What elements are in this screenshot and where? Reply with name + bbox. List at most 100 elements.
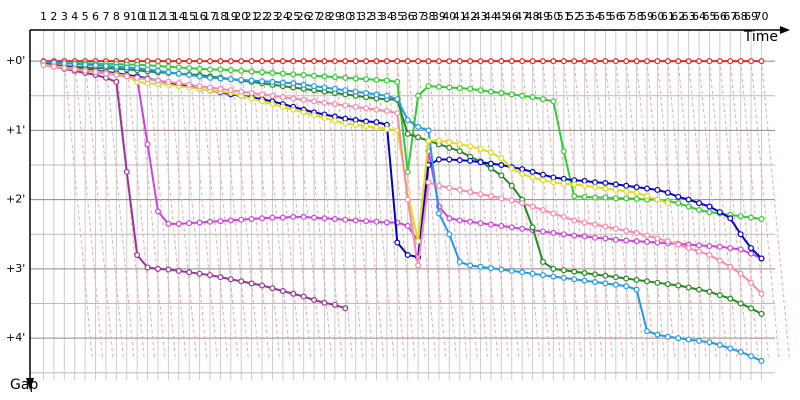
lap-point <box>467 262 474 269</box>
lap-point <box>404 58 411 65</box>
lap-point <box>300 96 307 103</box>
lap-guide <box>115 61 145 361</box>
lap-point <box>623 283 630 290</box>
lap-point <box>748 214 755 221</box>
x-tick-label: 37 <box>411 10 425 23</box>
lap-point <box>591 221 598 228</box>
lap-point <box>165 58 172 65</box>
x-tick-label: 67 <box>723 10 737 23</box>
x-tick-label: 31 <box>349 10 363 23</box>
lap-guide <box>63 61 93 361</box>
lap-point <box>571 232 578 239</box>
lap-point <box>748 245 755 252</box>
lap-point <box>529 168 536 175</box>
lap-point <box>404 116 411 123</box>
x-tick-label: 27 <box>307 10 321 23</box>
lap-point <box>40 62 47 69</box>
lap-point <box>654 279 661 286</box>
lap-point <box>591 184 598 191</box>
x-tick-label: 21 <box>245 10 259 23</box>
lap-point <box>581 58 588 65</box>
lap-point <box>217 218 224 225</box>
lap-point <box>165 69 172 76</box>
lap-point <box>477 159 484 166</box>
lap-guide <box>209 61 239 361</box>
lap-point <box>373 218 380 225</box>
lap-guide <box>303 61 333 361</box>
lap-point <box>248 77 255 84</box>
x-tick-label: 51 <box>557 10 571 23</box>
lap-point <box>352 58 359 65</box>
x-tick-label: 26 <box>297 10 311 23</box>
x-tick-label: 45 <box>494 10 508 23</box>
lap-point <box>186 220 193 227</box>
lap-guide <box>74 61 104 361</box>
lap-point <box>456 217 463 224</box>
lap-point <box>550 98 557 105</box>
lap-point <box>248 89 255 96</box>
lap-point <box>612 225 619 232</box>
lap-point <box>581 270 588 277</box>
y-tick-label: +0' <box>6 54 25 67</box>
lap-guide <box>323 61 353 361</box>
x-tick-label: 64 <box>692 10 706 23</box>
x-tick-label: 62 <box>671 10 685 23</box>
lap-point <box>321 114 328 121</box>
lap-point <box>321 58 328 65</box>
lap-point <box>758 58 765 65</box>
lap-point <box>748 353 755 360</box>
lap-point <box>581 182 588 189</box>
lap-point <box>727 245 734 252</box>
lap-point <box>196 65 203 72</box>
lap-guide <box>313 61 343 361</box>
lap-point <box>61 65 68 72</box>
x-tick-label: 4 <box>71 10 78 23</box>
lap-point <box>446 139 453 146</box>
lap-point <box>498 89 505 96</box>
lap-point <box>196 219 203 226</box>
lap-point <box>269 69 276 76</box>
lap-guide <box>667 61 697 361</box>
lap-guide <box>625 61 655 361</box>
lap-point <box>519 200 526 207</box>
lap-point <box>300 213 307 220</box>
lap-point <box>539 96 546 103</box>
lap-guide <box>167 61 197 361</box>
lap-point <box>217 274 224 281</box>
lap-guide <box>521 61 551 361</box>
lap-point <box>425 58 432 65</box>
x-tick-label: 65 <box>702 10 716 23</box>
lap-point <box>248 216 255 223</box>
lap-point <box>539 228 546 235</box>
lap-point <box>279 70 286 77</box>
lap-point <box>311 112 318 119</box>
lap-point <box>50 63 57 70</box>
lap-point <box>539 171 546 178</box>
lap-point <box>685 58 692 65</box>
lap-point <box>633 58 640 65</box>
lap-point <box>675 58 682 65</box>
lap-point <box>342 120 349 127</box>
x-tick-label: 42 <box>463 10 477 23</box>
lap-point <box>571 58 578 65</box>
lap-point <box>560 148 567 155</box>
x-tick-label: 22 <box>255 10 269 23</box>
lap-point <box>487 88 494 95</box>
lap-point <box>383 58 390 65</box>
lap-point <box>435 83 442 90</box>
lap-point <box>383 92 390 99</box>
lap-point <box>92 69 99 76</box>
lap-point <box>623 195 630 202</box>
x-tick-label: 55 <box>598 10 612 23</box>
lap-point <box>383 107 390 114</box>
lap-point <box>92 62 99 69</box>
x-tick-label: 41 <box>453 10 467 23</box>
lap-point <box>82 67 89 74</box>
lap-point <box>706 243 713 250</box>
lap-point <box>550 229 557 236</box>
lap-point <box>560 213 567 220</box>
lap-point <box>113 71 120 78</box>
lap-point <box>519 166 526 173</box>
lap-guide <box>480 61 510 361</box>
